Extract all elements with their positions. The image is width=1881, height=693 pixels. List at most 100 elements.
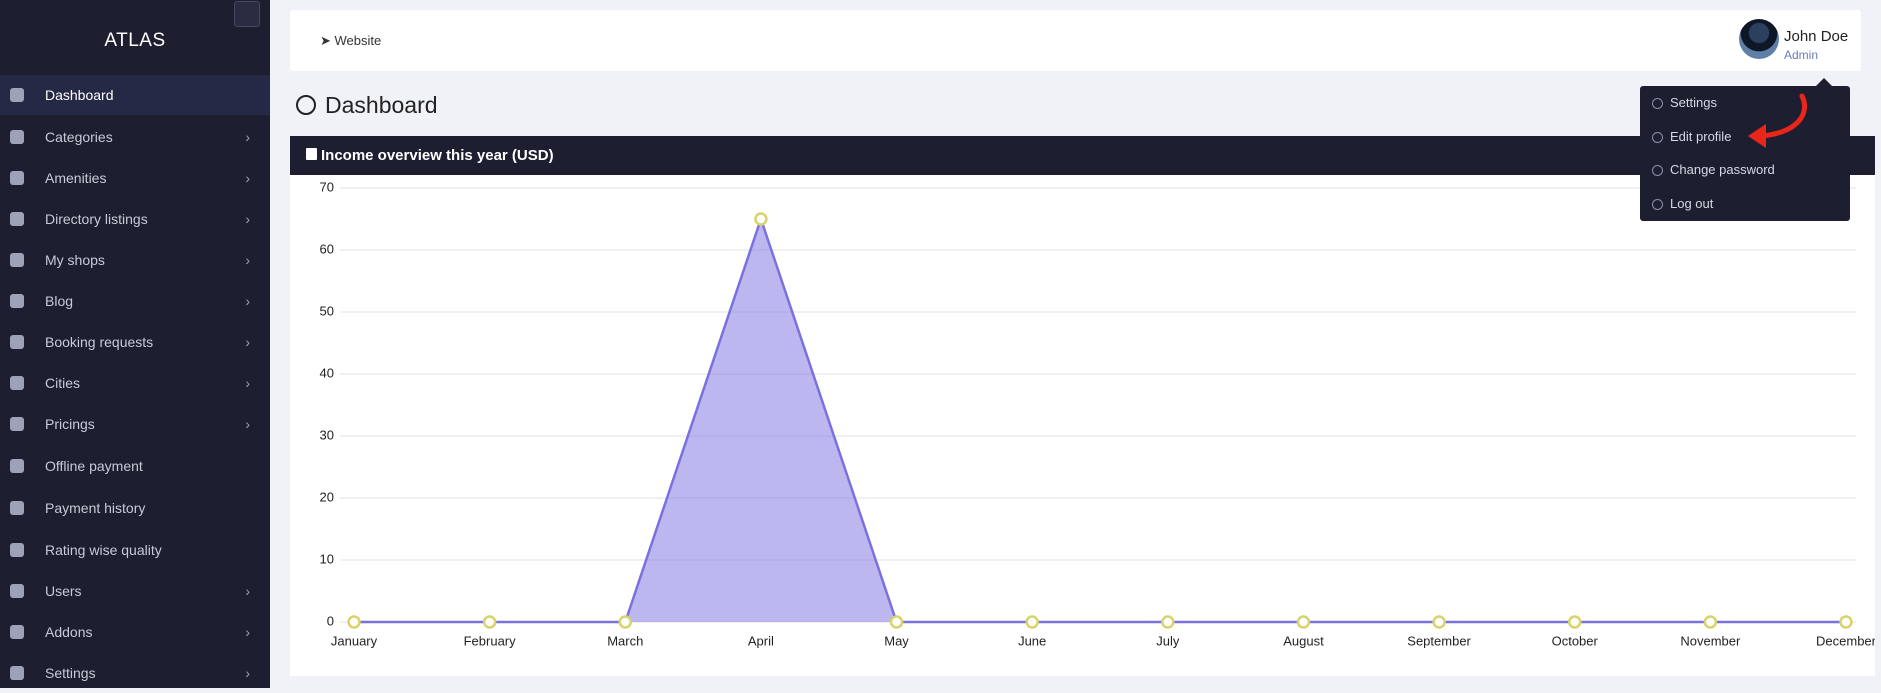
x-tick-label: February xyxy=(464,633,517,648)
menu-chevron[interactable]: › xyxy=(245,416,250,432)
dropdown-item[interactable]: Log out xyxy=(1670,196,1714,211)
data-point xyxy=(1161,615,1175,629)
x-tick-label: January xyxy=(331,633,378,648)
y-tick-label: 60 xyxy=(320,241,334,256)
menu-chevron[interactable]: › xyxy=(245,170,250,186)
menu-label[interactable]: Payment history xyxy=(45,500,146,516)
menu-label[interactable]: Directory listings xyxy=(45,211,148,227)
menu-chevron[interactable]: › xyxy=(245,334,250,350)
menu-label[interactable]: Booking requests xyxy=(45,334,154,350)
area-fill xyxy=(354,219,1846,622)
x-tick-label: May xyxy=(884,633,909,648)
data-point xyxy=(1025,615,1039,629)
data-point xyxy=(1703,615,1718,629)
top-bar: ➤ Website John Doe Admin xyxy=(290,10,1861,71)
menu-item[interactable]: Cities › xyxy=(0,363,270,403)
card-header: Income overview this year (USD) xyxy=(290,136,1875,175)
data-point xyxy=(1839,615,1853,629)
menu-chevron[interactable]: › xyxy=(245,665,250,681)
menu-chevron[interactable]: › xyxy=(245,129,250,145)
menu-label[interactable]: Amenities xyxy=(45,170,107,186)
menu-item[interactable]: Users › xyxy=(0,571,270,611)
dropdown-icon xyxy=(1652,199,1663,210)
data-point xyxy=(482,615,497,629)
menu-icon xyxy=(10,253,24,267)
menu-label[interactable]: Rating wise quality xyxy=(45,542,162,558)
menu-item[interactable]: Addons › xyxy=(0,612,270,652)
data-point xyxy=(347,615,361,629)
menu-chevron[interactable]: › xyxy=(245,583,250,599)
data-point xyxy=(754,212,768,226)
menu-item[interactable]: Pricings › xyxy=(0,404,270,444)
menu-chevron[interactable]: › xyxy=(245,252,250,268)
menu-item[interactable]: Rating wise quality xyxy=(0,530,270,570)
dropdown-item[interactable]: Change password xyxy=(1670,162,1775,177)
y-tick-label: 0 xyxy=(327,613,334,628)
website-text[interactable]: Website xyxy=(334,33,382,48)
sidebar-toggle[interactable] xyxy=(234,1,260,27)
menu-item[interactable]: Offline payment xyxy=(0,446,270,486)
chart-title: Income overview this year (USD) xyxy=(321,147,554,164)
menu-label[interactable]: Addons xyxy=(45,624,93,640)
menu-icon xyxy=(10,417,24,431)
menu-icon xyxy=(10,584,24,598)
menu-item[interactable]: Categories › xyxy=(0,117,270,157)
menu-chevron[interactable]: › xyxy=(245,375,250,391)
menu-icon xyxy=(10,376,24,390)
menu-item[interactable]: Directory listings › xyxy=(0,199,270,239)
menu-icon xyxy=(10,335,24,349)
x-tick-label: October xyxy=(1552,633,1599,648)
y-tick-label: 40 xyxy=(320,365,334,380)
menu-icon xyxy=(10,666,24,680)
menu-item[interactable]: Blog › xyxy=(0,281,270,321)
chart-card: Income overview this year (USD) 0 10 20 30 4… xyxy=(290,136,1875,676)
dropdown-caret xyxy=(1815,78,1833,87)
x-tick-label: July xyxy=(1156,633,1180,648)
menu-label[interactable]: Dashboard xyxy=(45,87,114,103)
data-point xyxy=(889,615,904,629)
menu-item[interactable]: My shops › xyxy=(0,240,270,280)
dropdown-item[interactable]: Settings xyxy=(1670,95,1717,110)
menu-label[interactable]: Pricings xyxy=(45,416,95,432)
menu-item[interactable]: Settings › xyxy=(0,653,270,693)
x-tick-label: April xyxy=(748,633,774,648)
data-point xyxy=(1432,615,1446,629)
red-arrow xyxy=(1748,93,1808,148)
calendar-icon xyxy=(306,148,317,160)
brand[interactable]: ATLAS xyxy=(104,30,166,51)
page-title: Dashboard xyxy=(325,92,438,118)
menu-item[interactable]: Dashboard xyxy=(0,75,270,115)
y-tick-label: 30 xyxy=(320,427,334,442)
user-name[interactable]: John Doe xyxy=(1784,28,1849,45)
menu-icon xyxy=(10,294,24,308)
menu-label[interactable]: Cities xyxy=(45,375,81,391)
menu-chevron[interactable]: › xyxy=(245,624,250,640)
menu-chevron[interactable]: › xyxy=(245,211,250,227)
x-tick-label: August xyxy=(1283,633,1324,648)
title-icon xyxy=(296,95,316,115)
menu-item[interactable]: Amenities › xyxy=(0,158,270,198)
menu-item[interactable]: Payment history xyxy=(0,488,270,528)
avatar[interactable] xyxy=(1739,19,1779,59)
x-tick-label: December xyxy=(1816,633,1875,648)
menu-icon xyxy=(10,625,24,639)
x-tick-label: September xyxy=(1407,633,1471,648)
menu-icon xyxy=(10,459,24,473)
y-tick-label: 20 xyxy=(320,489,334,504)
menu-chevron[interactable]: › xyxy=(245,293,250,309)
menu-label[interactable]: Users xyxy=(45,583,82,599)
x-tick-label: June xyxy=(1018,633,1046,648)
menu-label[interactable]: Settings xyxy=(45,665,96,681)
dropdown-item[interactable]: Edit profile xyxy=(1670,129,1732,144)
menu-label[interactable]: Categories xyxy=(45,129,113,145)
menu-label[interactable]: Offline payment xyxy=(45,458,143,474)
area-line xyxy=(354,215,1846,624)
menu-icon xyxy=(10,501,24,515)
menu-icon xyxy=(10,130,24,144)
website-link[interactable]: ➤ Website xyxy=(320,33,382,48)
menu-item[interactable]: Booking requests › xyxy=(0,322,270,362)
menu-label[interactable]: My shops xyxy=(45,252,105,268)
menu-icon xyxy=(10,88,24,102)
menu-label[interactable]: Blog xyxy=(45,293,74,309)
